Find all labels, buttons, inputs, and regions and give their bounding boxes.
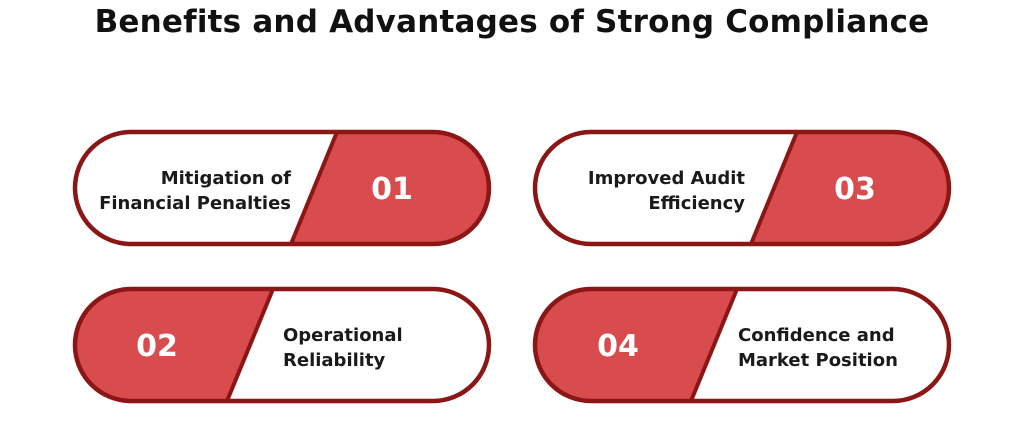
item-label-line-1: Improved Audit: [588, 168, 745, 189]
accent-segment: [291, 132, 489, 244]
item-number: 04: [597, 329, 639, 364]
accent-segment: [535, 289, 737, 401]
item-label-line-2: Financial Penalties: [99, 193, 291, 214]
benefit-item-03: 03 Improved Audit Efficiency: [532, 129, 952, 247]
item-label-line-2: Market Position: [738, 350, 898, 371]
item-number: 02: [136, 329, 178, 364]
benefit-item-01: 01 Mitigation of Financial Penalties: [72, 129, 492, 247]
item-number: 03: [834, 172, 876, 207]
item-label-line-2: Efficiency: [648, 193, 745, 214]
item-label-line-1: Mitigation of: [161, 168, 291, 189]
accent-segment: [751, 132, 949, 244]
accent-segment: [75, 289, 273, 401]
page-title: Benefits and Advantages of Strong Compli…: [94, 4, 930, 40]
item-label-line-2: Reliability: [283, 350, 386, 371]
item-number: 01: [371, 172, 413, 207]
benefit-item-04: 04 Confidence and Market Position: [532, 286, 952, 404]
item-label-line-1: Confidence and: [738, 325, 895, 346]
item-label-line-1: Operational: [283, 325, 403, 346]
benefit-item-02: 02 Operational Reliability: [72, 286, 492, 404]
